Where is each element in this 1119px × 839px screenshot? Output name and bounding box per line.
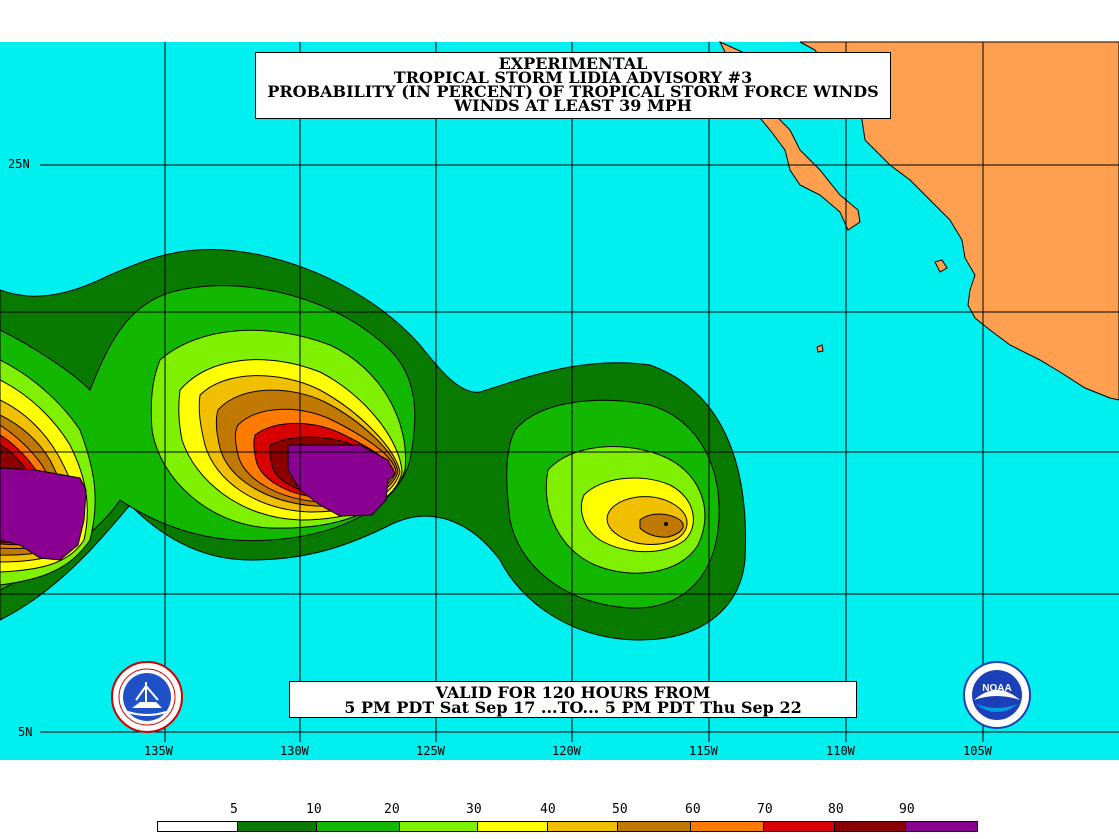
legend-swatch	[690, 821, 764, 832]
legend-swatch	[237, 821, 317, 832]
legend-swatch	[763, 821, 835, 832]
legend-swatch	[617, 821, 691, 832]
contour-max-west	[0, 467, 87, 561]
valid-period-box: VALID FOR 120 HOURS FROM 5 PM PDT Sat Se…	[289, 681, 857, 718]
legend-label-70: 70	[757, 802, 773, 817]
valid-line-1: VALID FOR 120 HOURS FROM	[435, 683, 711, 702]
legend-label-5: 5	[230, 802, 238, 817]
legend-swatch	[547, 821, 618, 832]
lon-label-125w: 125W	[416, 744, 445, 758]
lon-label-110w: 110W	[826, 744, 855, 758]
legend-label-20: 20	[384, 802, 400, 817]
lon-label-130w: 130W	[280, 744, 309, 758]
title-line-3: PROBABILITY (IN PERCENT) OF TROPICAL STO…	[267, 82, 879, 101]
legend-swatch	[316, 821, 400, 832]
lat-lon-grid	[0, 42, 1119, 742]
contour-max-mid	[287, 444, 396, 517]
legend-label-30: 30	[466, 802, 482, 817]
legend-color-bar	[157, 821, 978, 832]
storm-center-dot	[664, 522, 668, 526]
lon-label-105w: 105W	[963, 744, 992, 758]
noaa-logo-text: NOAA	[982, 683, 1011, 694]
legend-label-10: 10	[306, 802, 322, 817]
legend-label-40: 40	[540, 802, 556, 817]
legend-swatch	[477, 821, 548, 832]
title-line-4: WINDS AT LEAST 39 MPH	[454, 96, 692, 115]
probability-map	[0, 40, 1119, 760]
nws-logo-icon	[111, 661, 183, 733]
legend-swatch	[399, 821, 478, 832]
legend-swatch	[905, 821, 978, 832]
title-line-1: EXPERIMENTAL	[498, 54, 648, 73]
lat-label-5n: 5N	[18, 725, 33, 739]
contour-60-east	[639, 513, 684, 538]
title-box: EXPERIMENTAL TROPICAL STORM LIDIA ADVISO…	[255, 52, 891, 119]
noaa-logo-icon: NOAA	[963, 661, 1031, 729]
axis-strip	[0, 742, 1119, 760]
legend-label-90: 90	[899, 802, 915, 817]
lon-label-135w: 135W	[144, 744, 173, 758]
legend-label-60: 60	[685, 802, 701, 817]
valid-line-2: 5 PM PDT Sat Sep 17 ...TO... 5 PM PDT Th…	[344, 698, 802, 717]
lon-label-115w: 115W	[689, 744, 718, 758]
legend-swatch	[157, 821, 238, 832]
legend-label-50: 50	[612, 802, 628, 817]
title-line-2: TROPICAL STORM LIDIA ADVISORY #3	[393, 68, 753, 87]
lat-label-25n: 25N	[8, 157, 30, 171]
legend-swatch	[834, 821, 906, 832]
lon-label-120w: 120W	[552, 744, 581, 758]
legend-label-80: 80	[828, 802, 844, 817]
